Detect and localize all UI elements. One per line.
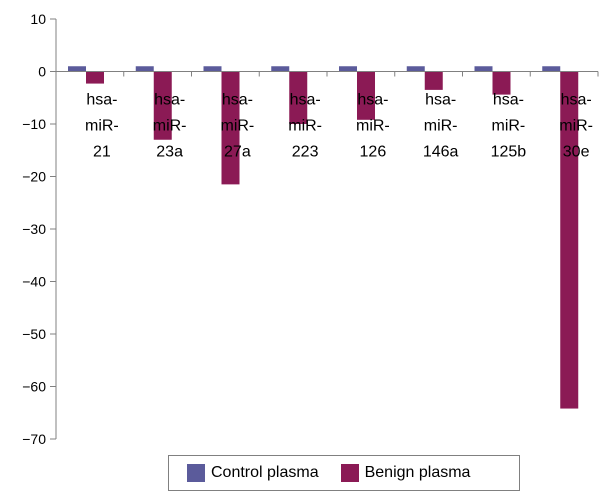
- category-label: hsa-: [154, 92, 185, 109]
- category-label: 21: [93, 144, 111, 161]
- bar-benign-plasma: [221, 71, 240, 185]
- y-axis-ticks: 10 0 −10 −20 −30 −40 −50 −60 −70: [22, 11, 56, 447]
- legend-label-benign: Benign plasma: [364, 464, 471, 481]
- y-tick-label: 10: [30, 11, 46, 27]
- category-label: 126: [360, 144, 387, 161]
- category-label: 23a: [156, 144, 183, 161]
- bar-control-plasma: [542, 66, 561, 72]
- category-label: miR-: [424, 118, 458, 135]
- category-label: hsa-: [290, 92, 321, 109]
- category-label: hsa-: [493, 92, 524, 109]
- bars: [68, 66, 579, 409]
- category-label: miR-: [85, 118, 119, 135]
- legend-label-control: Control plasma: [211, 464, 319, 481]
- category-label: miR-: [491, 118, 525, 135]
- y-tick-label: −40: [22, 274, 46, 290]
- category-labels: hsa-miR- 21 hsa-miR- 23a hsa-miR- 27a hsa-miR-…: [85, 92, 593, 161]
- category-label: hsa-: [357, 92, 388, 109]
- y-tick-label: −30: [22, 221, 46, 237]
- bar-control-plasma: [68, 66, 86, 72]
- category-label: miR-: [288, 118, 322, 135]
- bar-benign-plasma: [153, 71, 172, 140]
- legend: Control plasma Benign plasma: [168, 455, 520, 491]
- category-label: hsa-: [561, 92, 592, 109]
- category-label: miR-: [153, 118, 187, 135]
- bar-control-plasma: [135, 66, 154, 72]
- bar-chart: 100−10−20−30−40−50−60−70 hsa-miR-21hsa-m…: [22, 11, 599, 447]
- category-label: hsa-: [86, 92, 117, 109]
- bar-control-plasma: [339, 66, 357, 72]
- y-tick-label: 0: [38, 64, 46, 80]
- bar-benign-plasma: [492, 71, 511, 95]
- category-label: hsa-: [222, 92, 253, 109]
- bar-benign-plasma: [289, 71, 308, 124]
- legend-item-benign: Benign plasma: [340, 464, 471, 482]
- legend-item-control: Control plasma: [187, 464, 319, 482]
- y-tick-label: −70: [22, 431, 46, 447]
- category-label: 125b: [491, 144, 527, 161]
- x-axis-ticks: [123, 71, 599, 77]
- category-label: 27a: [224, 144, 251, 161]
- y-tick-label: −10: [22, 116, 46, 132]
- bar-control-plasma: [271, 66, 290, 72]
- category-label: hsa-: [425, 92, 456, 109]
- category-label: 146a: [423, 144, 459, 161]
- y-tick-label: −60: [22, 379, 46, 395]
- category-label: miR-: [356, 118, 390, 135]
- bar-control-plasma: [406, 66, 425, 72]
- bar-control-plasma: [474, 66, 493, 72]
- legend-swatch-control: [187, 464, 205, 482]
- bar-benign-plasma: [560, 71, 579, 409]
- bar-benign-plasma: [86, 71, 104, 84]
- bar-control-plasma: [203, 66, 222, 72]
- y-tick-label: −50: [22, 326, 46, 342]
- category-label: miR-: [559, 118, 593, 135]
- category-label: miR-: [220, 118, 254, 135]
- bar-benign-plasma: [424, 71, 443, 90]
- category-label: 30e: [563, 144, 590, 161]
- y-tick-label: −20: [22, 169, 46, 185]
- legend-swatch-benign: [340, 464, 359, 482]
- bar-benign-plasma: [357, 71, 375, 120]
- category-label: 223: [292, 144, 319, 161]
